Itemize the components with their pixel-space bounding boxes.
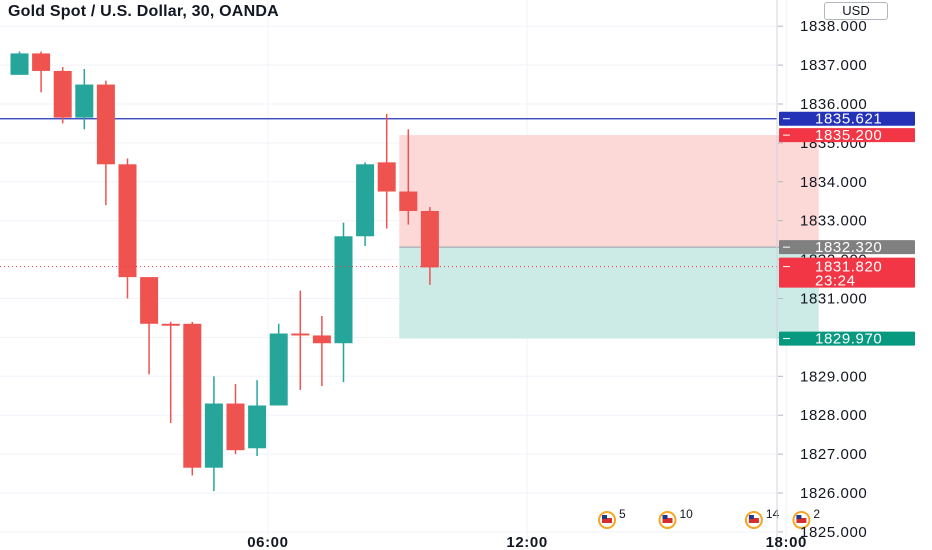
event-flag-stripes — [662, 518, 673, 523]
price-tag-label: 1835.200 — [815, 127, 882, 144]
candle — [269, 323, 288, 406]
candle — [334, 222, 353, 383]
economic-event-badge[interactable]: 14 — [744, 507, 780, 529]
event-count: 5 — [619, 507, 626, 521]
price-tag-label: 1829.970 — [815, 331, 882, 348]
event-count: 2 — [813, 507, 820, 521]
event-flag-stripes — [796, 518, 807, 523]
event-count: 14 — [766, 507, 780, 521]
price-tag-background — [779, 128, 915, 143]
price-axis-tick-label: 1836.000 — [800, 96, 867, 113]
candle — [118, 158, 137, 299]
candle — [291, 290, 310, 390]
price-tag: 1835.200 — [779, 127, 915, 144]
grid — [0, 0, 787, 550]
candle — [248, 380, 267, 457]
currency-selector[interactable]: USD — [824, 2, 888, 20]
price-axis-tick-label: 1831.000 — [800, 291, 867, 308]
candle — [312, 316, 331, 387]
time-axis[interactable]: 06:00 12:00 18:00 — [247, 534, 807, 550]
candle — [377, 113, 396, 229]
take-profit-zone[interactable] — [399, 247, 819, 339]
candle-body — [420, 210, 439, 268]
economic-events[interactable]: 5 10 14 2 — [598, 507, 820, 529]
event-flag-canton — [748, 515, 754, 519]
long-position-tool[interactable] — [399, 135, 819, 339]
candle-body — [161, 323, 180, 326]
economic-event-badge[interactable]: 2 — [792, 507, 820, 529]
candle-body — [32, 53, 51, 71]
price-axis-tick-label: 1827.000 — [800, 446, 867, 463]
price-tag-label: 1832.320 — [815, 239, 882, 256]
price-tag-background — [779, 240, 915, 255]
chart-title: Gold Spot / U.S. Dollar, 30, OANDA — [8, 3, 279, 20]
price-axis-tick-label: 1825.000 — [800, 524, 867, 541]
price-tag: 1832.320 — [779, 239, 915, 256]
candle-body — [226, 403, 245, 451]
candle-body — [269, 333, 288, 406]
candle — [32, 51, 51, 93]
candle-body — [377, 162, 396, 192]
candle-body — [312, 335, 331, 344]
price-axis-tick-label: 1829.000 — [800, 368, 867, 385]
candle-body — [96, 84, 115, 165]
current-price-tag-background — [779, 257, 915, 288]
event-flag-canton — [796, 515, 802, 519]
candle-body — [118, 164, 137, 278]
candle — [140, 277, 159, 375]
stop-loss-zone[interactable] — [399, 135, 819, 248]
price-tag: 1829.970 — [779, 331, 915, 348]
candle — [420, 207, 439, 285]
time-axis-tick-label: 06:00 — [247, 534, 288, 550]
price-tag: 1835.621 — [779, 111, 915, 128]
event-flag-stripes — [602, 518, 613, 523]
candle — [96, 80, 115, 206]
price-tag-label: 1835.621 — [815, 111, 882, 128]
candle-body — [291, 333, 310, 336]
candle-body — [140, 277, 159, 324]
candle-body — [334, 236, 353, 344]
candle-body — [399, 191, 418, 211]
event-flag-stripes — [748, 518, 759, 523]
candle — [226, 384, 245, 455]
price-tag-background — [779, 111, 915, 126]
candle — [10, 51, 29, 75]
price-axis-tick-label: 1828.000 — [800, 407, 867, 424]
event-flag-canton — [602, 515, 608, 519]
candle — [356, 162, 375, 246]
candle — [204, 376, 223, 492]
candle-body — [204, 403, 223, 468]
candle-body — [356, 164, 375, 237]
price-axis-tick-label: 1838.000 — [800, 18, 867, 35]
candle — [161, 321, 180, 423]
price-axis-tick-label: 1837.000 — [800, 57, 867, 74]
time-axis-tick-label: 18:00 — [766, 534, 807, 550]
time-axis-tick-label: 12:00 — [506, 534, 547, 550]
current-price-label: 1831.820 — [815, 259, 882, 276]
candle-body — [53, 70, 72, 118]
price-axis-tick-label: 1834.000 — [800, 174, 867, 191]
event-flag-canton — [662, 515, 668, 519]
economic-event-badge[interactable]: 10 — [658, 507, 694, 529]
candle-body — [10, 53, 29, 75]
candle — [53, 67, 72, 124]
candle — [75, 68, 94, 130]
bar-countdown: 23:24 — [815, 273, 856, 290]
candle-body — [183, 323, 202, 468]
price-tag-background — [779, 331, 915, 346]
candle — [183, 321, 202, 476]
economic-event-badge[interactable]: 5 — [598, 507, 626, 529]
price-axis-tick-label: 1826.000 — [800, 485, 867, 502]
price-axis-tick-label: 1833.000 — [800, 213, 867, 230]
event-count: 10 — [680, 507, 694, 521]
candlestick-series — [10, 51, 439, 492]
candle-body — [75, 84, 94, 118]
candle-body — [248, 405, 267, 449]
candle — [399, 129, 418, 225]
